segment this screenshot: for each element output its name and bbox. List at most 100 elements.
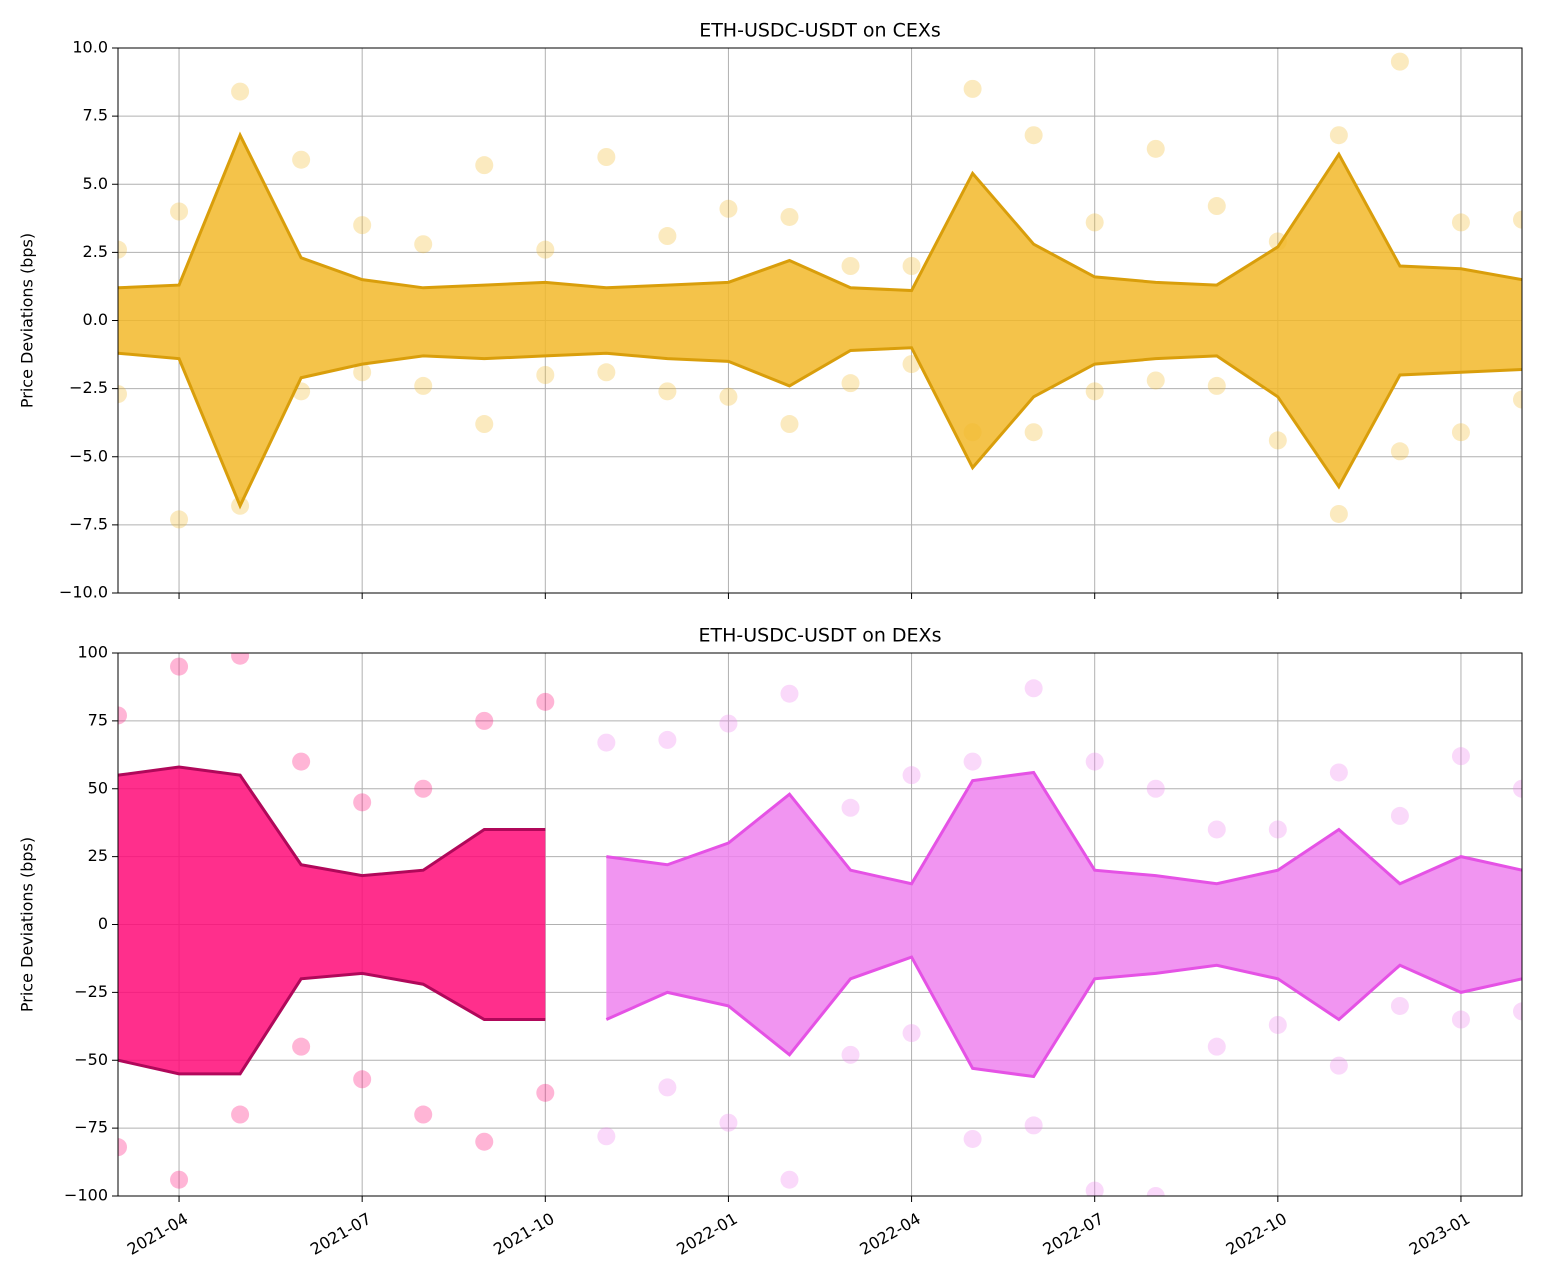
point — [1268, 1015, 1287, 1034]
x-tick-label: 2023-01 — [1406, 1209, 1473, 1259]
point — [1085, 382, 1104, 401]
point — [1513, 779, 1522, 798]
point — [1146, 779, 1165, 798]
point — [597, 1127, 616, 1146]
point — [1451, 747, 1470, 766]
x-tick-label: 2021-04 — [124, 1209, 191, 1259]
point — [902, 257, 921, 275]
point — [170, 1170, 189, 1189]
y-tick-label: 5.0 — [83, 174, 108, 193]
core-band — [118, 135, 1522, 506]
point — [118, 385, 127, 404]
point — [118, 1138, 127, 1157]
point — [353, 363, 372, 382]
point — [1024, 423, 1043, 442]
point — [1207, 376, 1226, 395]
point — [1146, 1187, 1165, 1196]
point — [841, 257, 860, 275]
point — [1146, 371, 1165, 390]
point — [231, 653, 250, 665]
point — [1390, 442, 1409, 461]
point — [597, 363, 616, 382]
point — [1085, 1181, 1104, 1196]
point — [780, 207, 799, 226]
chart-title: ETH-USDC-USDT on CEXs — [699, 20, 941, 42]
y-tick-label: 0.0 — [83, 310, 108, 329]
point — [1024, 1116, 1043, 1135]
point — [658, 1078, 677, 1097]
point — [536, 1083, 555, 1102]
x-tick-label: 2022-07 — [1040, 1209, 1107, 1259]
core-band — [606, 772, 1522, 1077]
axes-frame — [117, 652, 1523, 1197]
point — [414, 1105, 433, 1124]
y-tick-label: −7.5 — [69, 514, 108, 533]
point — [1451, 213, 1470, 232]
line — [605, 955, 1522, 1079]
point — [902, 1024, 921, 1043]
y-tick-label: 75 — [88, 710, 108, 729]
line — [118, 971, 546, 1076]
point — [780, 415, 799, 434]
point — [292, 752, 311, 771]
point — [1268, 232, 1287, 251]
point — [658, 382, 677, 401]
point — [1451, 423, 1470, 442]
point — [719, 714, 738, 733]
point — [1329, 126, 1348, 145]
x-tick-label: 2021-10 — [490, 1209, 557, 1259]
point — [1390, 996, 1409, 1015]
point — [780, 684, 799, 703]
point — [1085, 752, 1104, 771]
x-tick-label: 2022-04 — [856, 1209, 923, 1259]
point — [1513, 210, 1522, 229]
point — [1390, 52, 1409, 71]
point — [902, 766, 921, 785]
core-band — [118, 767, 546, 1074]
point — [170, 202, 189, 221]
x-tick-label: 2022-10 — [1223, 1209, 1290, 1259]
point — [536, 692, 555, 711]
plot-area — [118, 52, 1522, 529]
y-tick-label: 100 — [77, 643, 108, 662]
point — [963, 79, 982, 98]
y-tick-label: −10.0 — [59, 583, 108, 602]
y-tick-label: −50 — [74, 1050, 108, 1069]
point — [292, 1037, 311, 1056]
x-tick-label: 2021-07 — [307, 1209, 374, 1259]
point — [1329, 763, 1348, 782]
point — [536, 240, 555, 259]
point — [597, 733, 616, 752]
y-tick-label: 50 — [88, 778, 108, 797]
point — [841, 798, 860, 817]
y-axis-label: Price Deviations (bps) — [18, 837, 37, 1012]
point — [353, 1070, 372, 1089]
point — [475, 156, 494, 175]
point — [1207, 820, 1226, 839]
point — [658, 730, 677, 749]
point — [170, 510, 189, 529]
point — [475, 415, 494, 434]
point — [1024, 679, 1043, 698]
point — [231, 82, 250, 101]
x-tick-label: 2022-01 — [673, 1209, 740, 1259]
point — [414, 376, 433, 395]
line — [606, 770, 1522, 886]
point — [353, 793, 372, 812]
chart-title: ETH-USDC-USDT on DEXs — [699, 625, 942, 647]
point — [1513, 390, 1522, 409]
point — [414, 779, 433, 798]
y-tick-label: 10.0 — [72, 38, 108, 57]
point — [170, 657, 189, 676]
y-tick-label: −75 — [74, 1118, 108, 1137]
point — [1207, 197, 1226, 216]
y-tick-label: 0 — [98, 914, 108, 933]
point — [963, 1129, 982, 1148]
point — [1024, 126, 1043, 145]
point — [719, 387, 738, 406]
y-tick-label: −100 — [64, 1186, 108, 1205]
point — [353, 216, 372, 235]
point — [1390, 806, 1409, 825]
